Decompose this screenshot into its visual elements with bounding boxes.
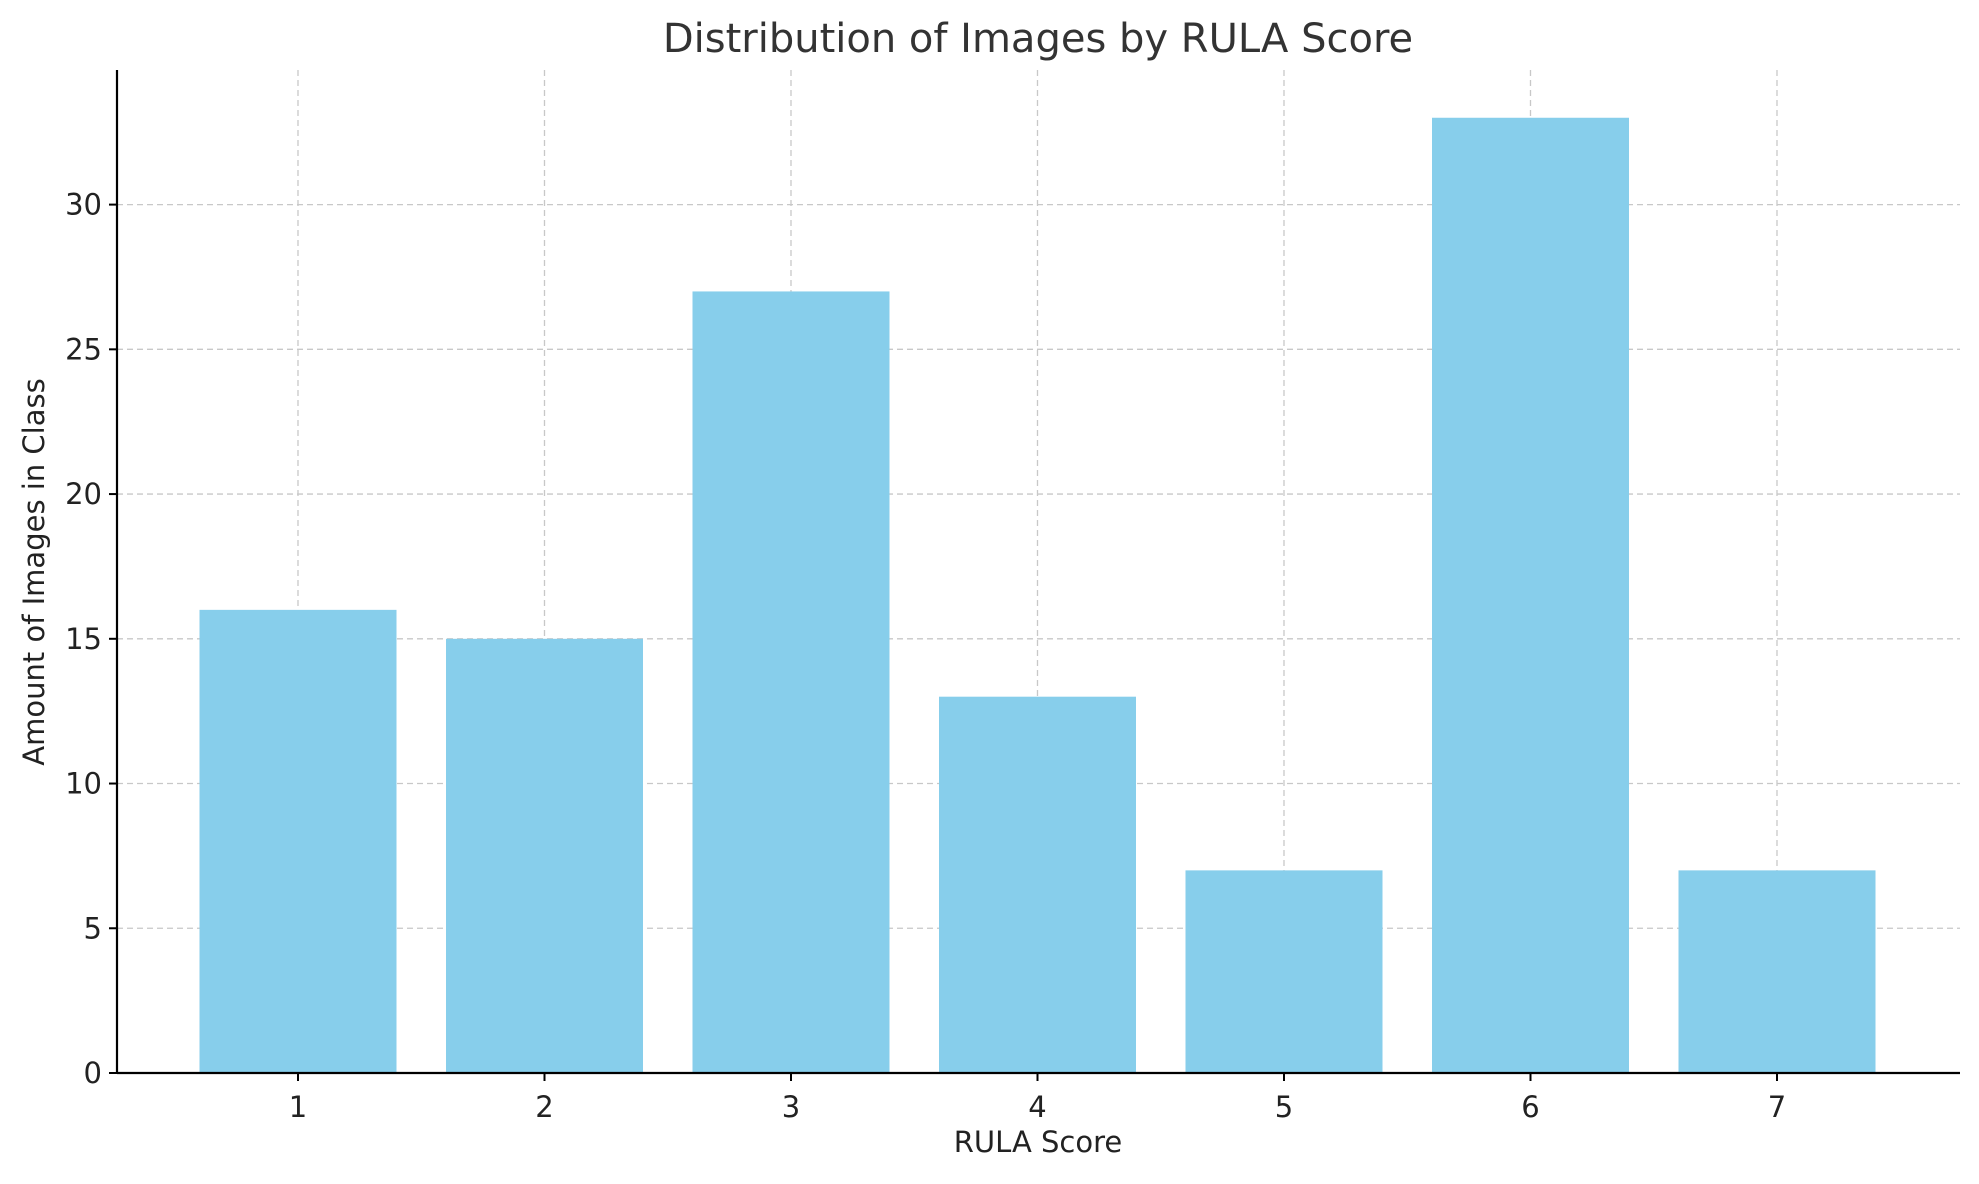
y-tick-label: 5 <box>84 911 102 945</box>
x-tick-label: 3 <box>782 1090 800 1124</box>
y-tick-label: 15 <box>65 622 102 656</box>
y-tick-label: 0 <box>84 1056 102 1090</box>
x-tick-label: 6 <box>1521 1090 1539 1124</box>
y-tick-label: 25 <box>65 332 102 366</box>
x-tick-label: 5 <box>1275 1090 1293 1124</box>
bar-score-7 <box>1678 870 1876 1073</box>
bar-score-4 <box>939 696 1136 1073</box>
bar-score-3 <box>692 291 890 1074</box>
y-tick-label: 30 <box>65 188 102 222</box>
x-axis-label: RULA Score <box>954 1125 1122 1159</box>
x-tick-label: 2 <box>535 1090 553 1124</box>
x-tick-label: 1 <box>289 1090 307 1124</box>
y-axis-label: Amount of Images in Class <box>17 378 51 765</box>
bar-score-1 <box>199 609 397 1073</box>
x-tick-label: 4 <box>1028 1090 1046 1124</box>
bar-score-5 <box>1185 870 1383 1073</box>
y-tick-label: 20 <box>65 477 102 511</box>
bar-score-2 <box>446 638 643 1073</box>
ticks: 0 5 10 15 20 25 30 1 2 3 4 5 6 7 <box>65 188 1786 1124</box>
bar-score-6 <box>1432 117 1629 1073</box>
x-tick-label: 7 <box>1768 1090 1786 1124</box>
bars <box>199 117 1876 1074</box>
chart-title: Distribution of Images by RULA Score <box>663 16 1413 62</box>
y-tick-label: 10 <box>65 767 102 801</box>
